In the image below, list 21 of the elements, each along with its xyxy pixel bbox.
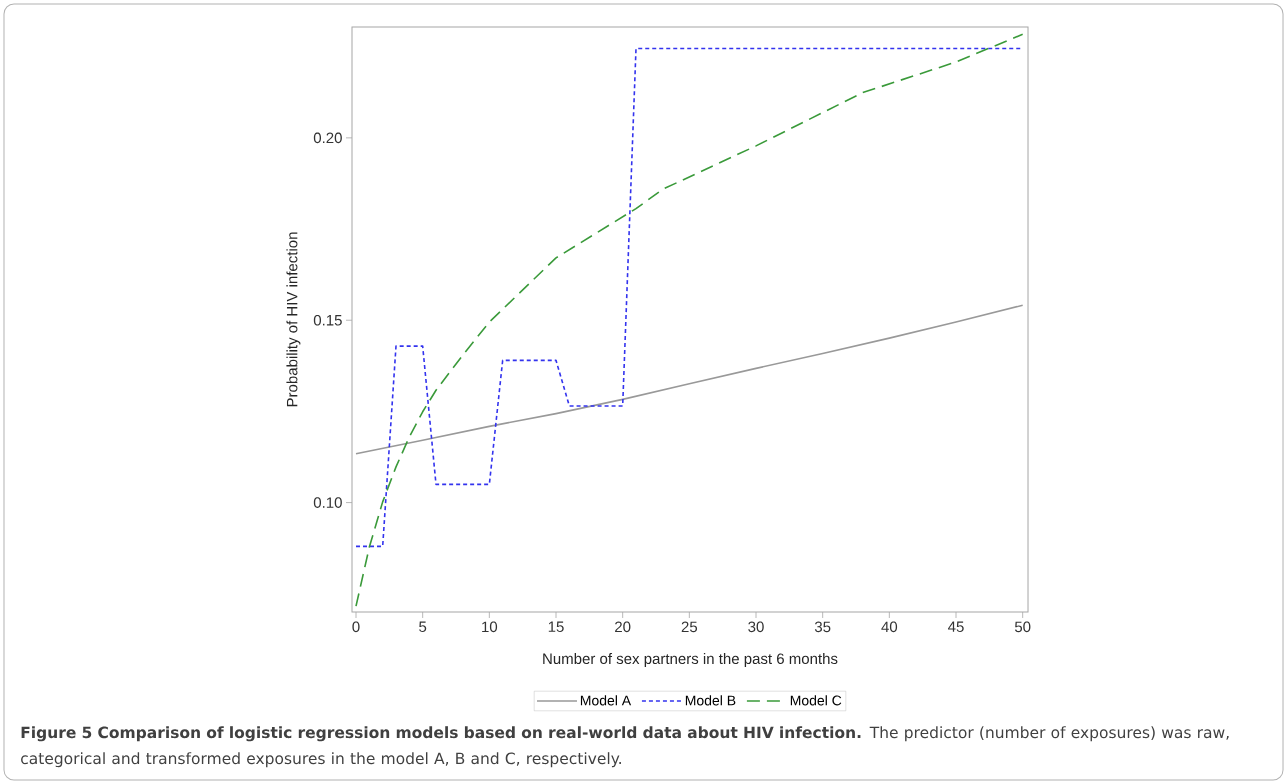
line-series xyxy=(355,304,1024,455)
y-tick-label: 0.10 xyxy=(313,497,342,508)
x-tick-label: 30 xyxy=(748,621,764,633)
legend-label: Model A xyxy=(580,695,632,706)
legend-label: Model C xyxy=(790,695,842,706)
legend-label: Model B xyxy=(685,695,736,706)
x-tick-label: 35 xyxy=(814,621,831,633)
text: Figure 5 Comparison of logistic regression models based on real-world data about HIV infection. The predictor (number of exposures) was raw, categorical and transformed exposures in the model A, B and C, respectively. xyxy=(21,726,1229,768)
x-tick-label: 20 xyxy=(615,621,631,633)
x-tick-label: 50 xyxy=(1014,621,1031,633)
x-tick-label: 5 xyxy=(419,621,427,632)
x-tick-label: 0 xyxy=(352,621,360,633)
x-axis-title: Number of sex partners in the past 6 months xyxy=(543,653,838,667)
x-tick-label: 45 xyxy=(948,621,964,632)
x-tick-label: 15 xyxy=(548,621,564,632)
x-tick-label: 25 xyxy=(681,621,698,633)
y-tick-label: 0.15 xyxy=(313,314,342,326)
y-axis-title: Probability of HIV infection xyxy=(286,232,301,407)
x-tick-label: 10 xyxy=(482,621,498,633)
y-tick-label: 0.20 xyxy=(313,132,342,144)
x-tick-label: 40 xyxy=(881,621,898,633)
